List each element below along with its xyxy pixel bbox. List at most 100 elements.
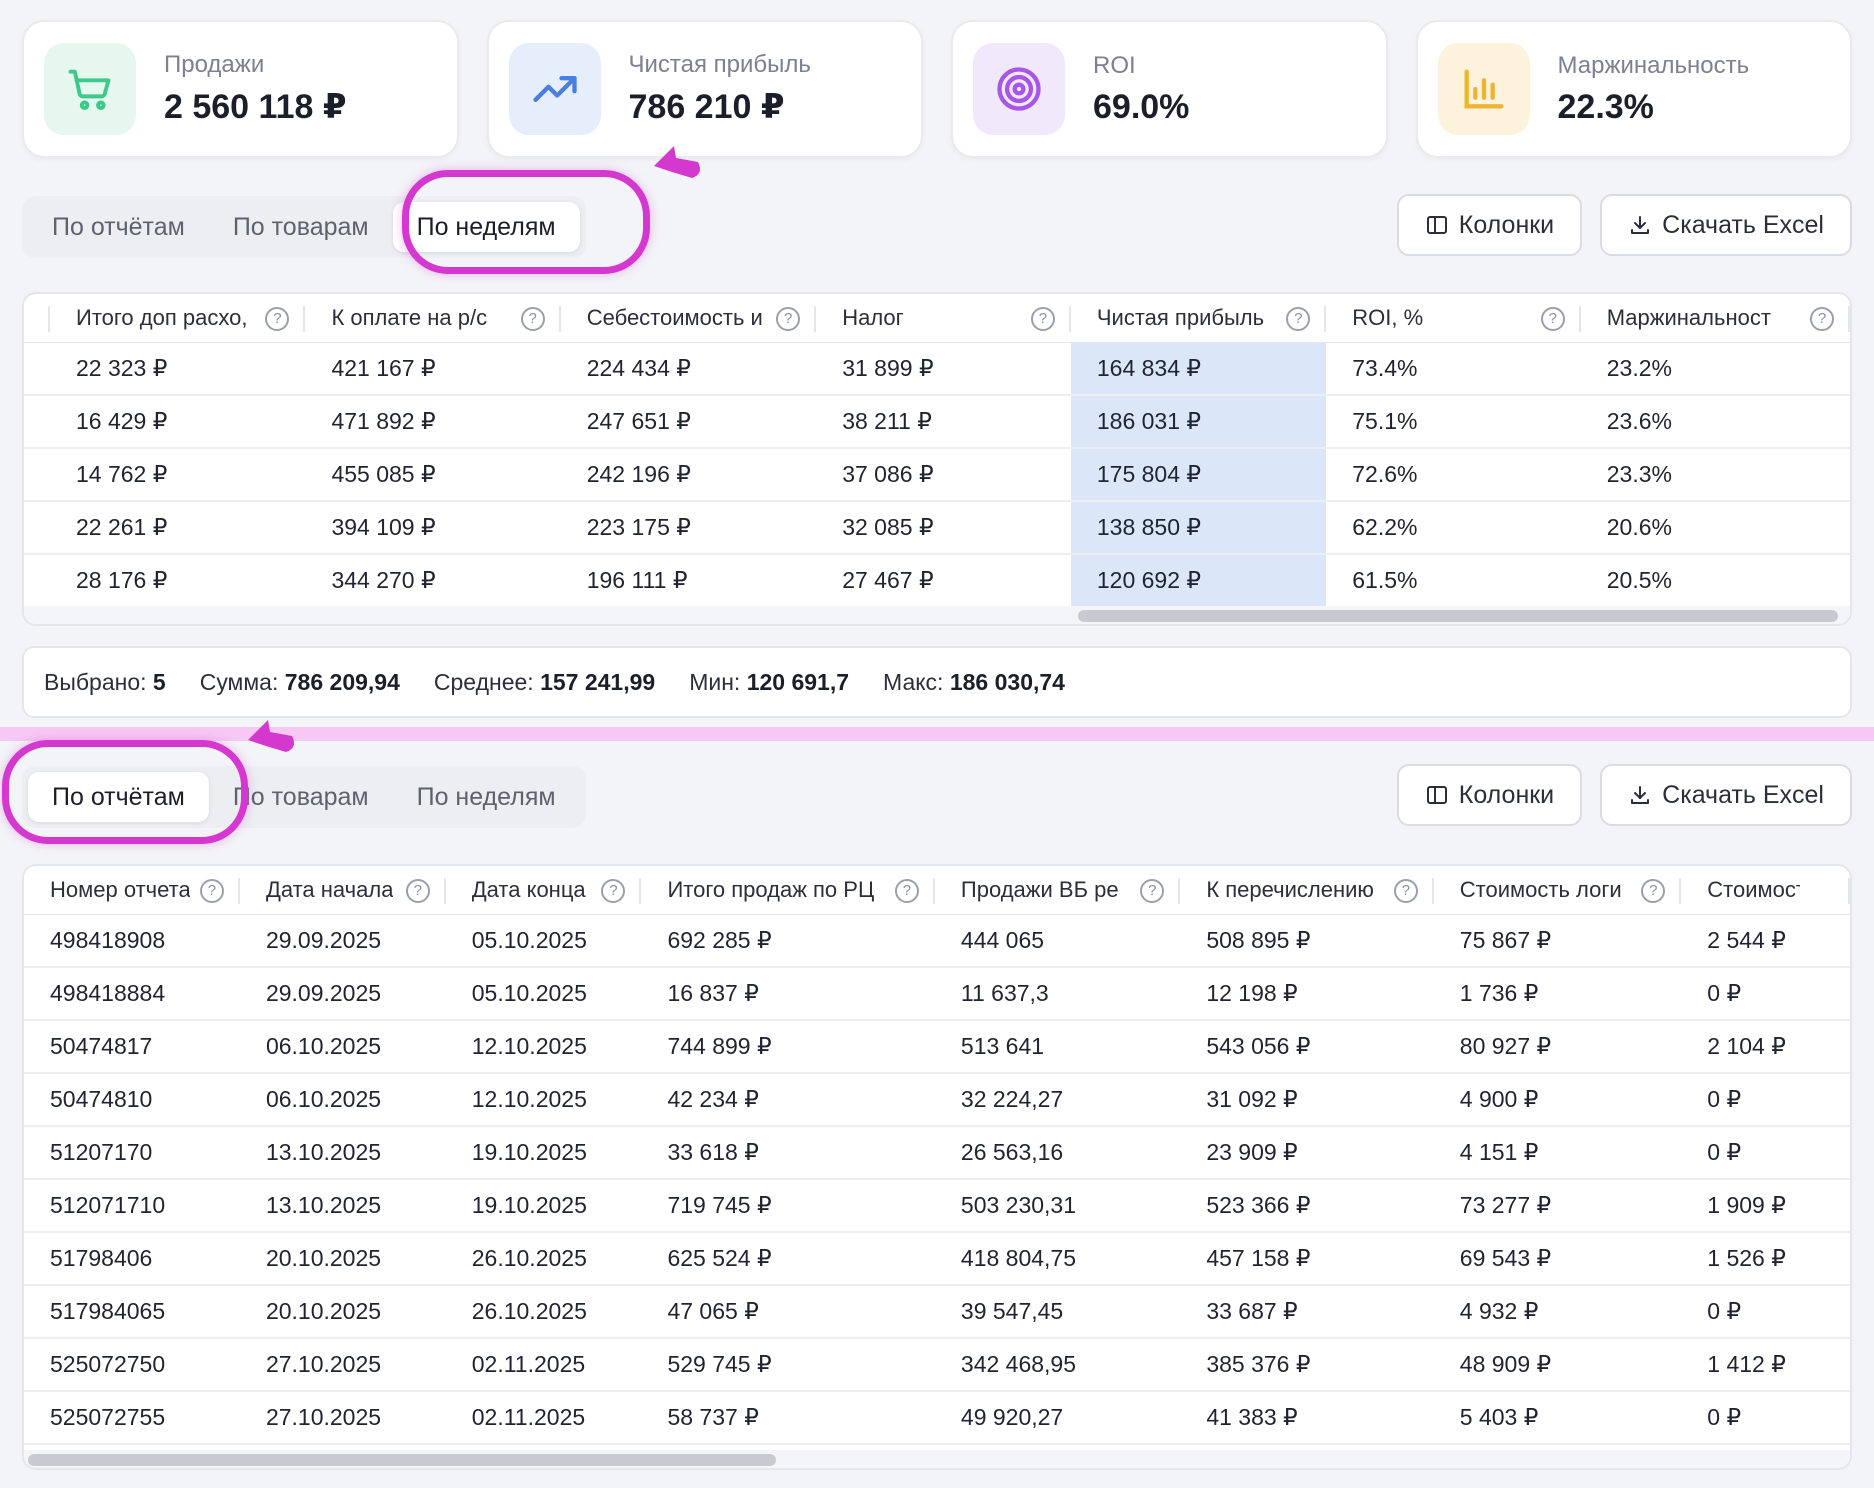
table-cell[interactable]: 14 762 ₽ xyxy=(50,448,306,502)
table-cell[interactable]: 23.3% xyxy=(1580,448,1850,502)
scrollbar-thumb[interactable] xyxy=(28,1454,776,1466)
help-icon[interactable]: ? xyxy=(1641,879,1666,903)
table-cell[interactable]: 22 261 ₽ xyxy=(50,501,306,555)
table-cell[interactable]: 19.10.2025 xyxy=(445,1179,642,1233)
column-header[interactable]: К оплате на р/с? xyxy=(305,294,561,343)
table-cell[interactable]: 498418884 xyxy=(24,967,240,1021)
help-icon[interactable]: ? xyxy=(1810,307,1834,331)
table-row[interactable]: 22 323 ₽421 167 ₽224 434 ₽31 899 ₽164 83… xyxy=(24,342,1850,396)
table-row[interactable]: 50474810 06.10.2025 12.10.2025 42 234 ₽32 2… xyxy=(24,1073,1850,1127)
tab-by-reports[interactable]: По отчётам xyxy=(52,213,185,241)
table-cell[interactable]: 51207170 xyxy=(24,1126,240,1180)
table-cell[interactable]: 242 196 ₽ xyxy=(560,448,817,502)
horizontal-scrollbar[interactable] xyxy=(24,606,1850,624)
table-cell[interactable]: 625 524 ₽ xyxy=(641,1232,935,1286)
table-cell[interactable]: 23 909 ₽ xyxy=(1180,1126,1434,1180)
table-cell[interactable]: 12 198 ₽ xyxy=(1180,967,1434,1021)
column-header[interactable]: Налог? xyxy=(816,294,1071,343)
table-cell[interactable]: 16 837 ₽ xyxy=(641,967,935,1021)
table-cell[interactable]: 498418908 xyxy=(24,914,240,968)
table-cell[interactable]: 75.1% xyxy=(1326,395,1581,449)
table-cell[interactable]: 418 804,75 xyxy=(934,1232,1181,1286)
table-cell[interactable]: 525072755 xyxy=(24,1391,240,1445)
table-cell[interactable]: 342 468,95 xyxy=(934,1338,1181,1392)
table-cell[interactable]: 73 277 ₽ xyxy=(1433,1179,1682,1233)
table-cell[interactable]: 20.10.2025 xyxy=(239,1285,446,1339)
tab-by-products[interactable]: По товарам xyxy=(232,783,369,811)
table-cell[interactable]: 38 211 ₽ xyxy=(816,395,1071,449)
table-cell[interactable]: 2 544 ₽ xyxy=(1681,914,1850,968)
table-row[interactable]: 14 762 ₽455 085 ₽242 196 ₽37 086 ₽175 80… xyxy=(24,448,1850,502)
table-cell[interactable]: 4 151 ₽ xyxy=(1433,1126,1682,1180)
table-cell[interactable]: 26.10.2025 xyxy=(445,1232,642,1286)
table-cell[interactable]: 455 085 ₽ xyxy=(305,448,561,502)
table-cell[interactable]: 49 920,27 xyxy=(934,1391,1181,1445)
help-icon[interactable]: ? xyxy=(405,879,430,903)
table-cell[interactable]: 32 085 ₽ xyxy=(816,501,1071,555)
download-excel-button[interactable]: Скачать Excel xyxy=(1600,764,1852,826)
table-cell[interactable]: 39 547,45 xyxy=(934,1285,1181,1339)
table-cell[interactable]: 164 834 ₽ xyxy=(1070,342,1327,396)
table-cell[interactable]: 27.10.2025 xyxy=(239,1391,446,1445)
table-cell[interactable]: 4 900 ₽ xyxy=(1433,1073,1682,1127)
help-icon[interactable]: ? xyxy=(265,307,290,331)
help-icon[interactable]: ? xyxy=(1030,307,1055,331)
table-cell[interactable]: 421 167 ₽ xyxy=(305,342,561,396)
column-header[interactable]: Итого доп расхо,? xyxy=(50,294,306,343)
column-header[interactable]: Дата начала? xyxy=(239,866,446,915)
table-cell[interactable]: 512071710 xyxy=(24,1179,240,1233)
column-header[interactable]: Дата конца? xyxy=(445,866,642,915)
table-cell[interactable]: 2 104 ₽ xyxy=(1681,1020,1850,1074)
table-cell[interactable]: 692 285 ₽ xyxy=(641,914,935,968)
columns-button[interactable]: Колонки xyxy=(1396,194,1583,256)
table-cell[interactable]: 20.6% xyxy=(1580,501,1850,555)
table-cell[interactable]: 20.5% xyxy=(1580,554,1850,608)
table-row[interactable]: 16 429 ₽471 892 ₽247 651 ₽38 211 ₽186 03… xyxy=(24,395,1850,449)
table-cell[interactable]: 06.10.2025 xyxy=(239,1020,446,1074)
table-cell[interactable]: 138 850 ₽ xyxy=(1070,501,1327,555)
table-cell[interactable]: 1 412 ₽ xyxy=(1681,1338,1850,1392)
table-cell[interactable]: 13.10.2025 xyxy=(239,1126,446,1180)
help-icon[interactable]: ? xyxy=(520,307,545,331)
table-cell[interactable]: 5 403 ₽ xyxy=(1433,1391,1682,1445)
table-row[interactable]: 512071710 13.10.2025 19.10.2025 719 745 ₽50… xyxy=(24,1179,1850,1233)
table-cell[interactable]: 31 899 ₽ xyxy=(816,342,1071,396)
table-cell[interactable]: 247 651 ₽ xyxy=(560,395,817,449)
table-cell[interactable]: 394 109 ₽ xyxy=(305,501,561,555)
help-icon[interactable]: ? xyxy=(776,307,801,331)
table-cell[interactable]: 27 467 ₽ xyxy=(816,554,1071,608)
table-cell[interactable]: 19.10.2025 xyxy=(445,1126,642,1180)
table-cell[interactable]: 0 ₽ xyxy=(1681,1285,1850,1339)
column-header[interactable]: Стоимость логи? xyxy=(1433,866,1682,915)
table-cell[interactable]: 29.09.2025 xyxy=(239,914,446,968)
table-cell[interactable]: 22 323 ₽ xyxy=(50,342,306,396)
table-cell[interactable]: 23.6% xyxy=(1580,395,1850,449)
download-excel-button[interactable]: Скачать Excel xyxy=(1600,194,1852,256)
table-cell[interactable]: 175 804 ₽ xyxy=(1070,448,1327,502)
table-cell[interactable]: 444 065 xyxy=(934,914,1181,968)
table-cell[interactable]: 02.11.2025 xyxy=(445,1338,642,1392)
table-row[interactable]: 517984065 20.10.2025 26.10.2025 47 065 ₽39 … xyxy=(24,1285,1850,1339)
table-row[interactable]: 498418908 29.09.2025 05.10.2025 692 285 ₽44… xyxy=(24,914,1850,968)
table-cell[interactable]: 0 ₽ xyxy=(1681,1391,1850,1445)
table-cell[interactable]: 0 ₽ xyxy=(1681,1073,1850,1127)
table-cell[interactable]: 517984065 xyxy=(24,1285,240,1339)
table-row[interactable]: 525072750 27.10.2025 02.11.2025 529 745 ₽34… xyxy=(24,1338,1850,1392)
table-cell[interactable]: 26.10.2025 xyxy=(445,1285,642,1339)
column-header[interactable]: К перечислению? xyxy=(1180,866,1434,915)
table-row[interactable]: 51207170 13.10.2025 19.10.2025 33 618 ₽26 5… xyxy=(24,1126,1850,1180)
table-cell[interactable]: 41 383 ₽ xyxy=(1180,1391,1434,1445)
table-cell[interactable]: 457 158 ₽ xyxy=(1180,1232,1434,1286)
column-header[interactable]: Маржинальност? xyxy=(1580,294,1850,343)
table-cell[interactable]: 523 366 ₽ xyxy=(1180,1179,1434,1233)
table-cell[interactable]: 73.4% xyxy=(1326,342,1581,396)
help-icon[interactable]: ? xyxy=(1286,307,1311,331)
table-cell[interactable]: 80 927 ₽ xyxy=(1433,1020,1682,1074)
table-cell[interactable]: 50474810 xyxy=(24,1073,240,1127)
table-cell[interactable]: 02.11.2025 xyxy=(445,1391,642,1445)
table-cell[interactable]: 28 176 ₽ xyxy=(50,554,306,608)
table-cell[interactable]: 196 111 ₽ xyxy=(560,554,817,608)
table-cell[interactable]: 0 ₽ xyxy=(1681,1126,1850,1180)
horizontal-scrollbar[interactable] xyxy=(24,1450,1850,1468)
table-cell[interactable]: 48 909 ₽ xyxy=(1433,1338,1682,1392)
